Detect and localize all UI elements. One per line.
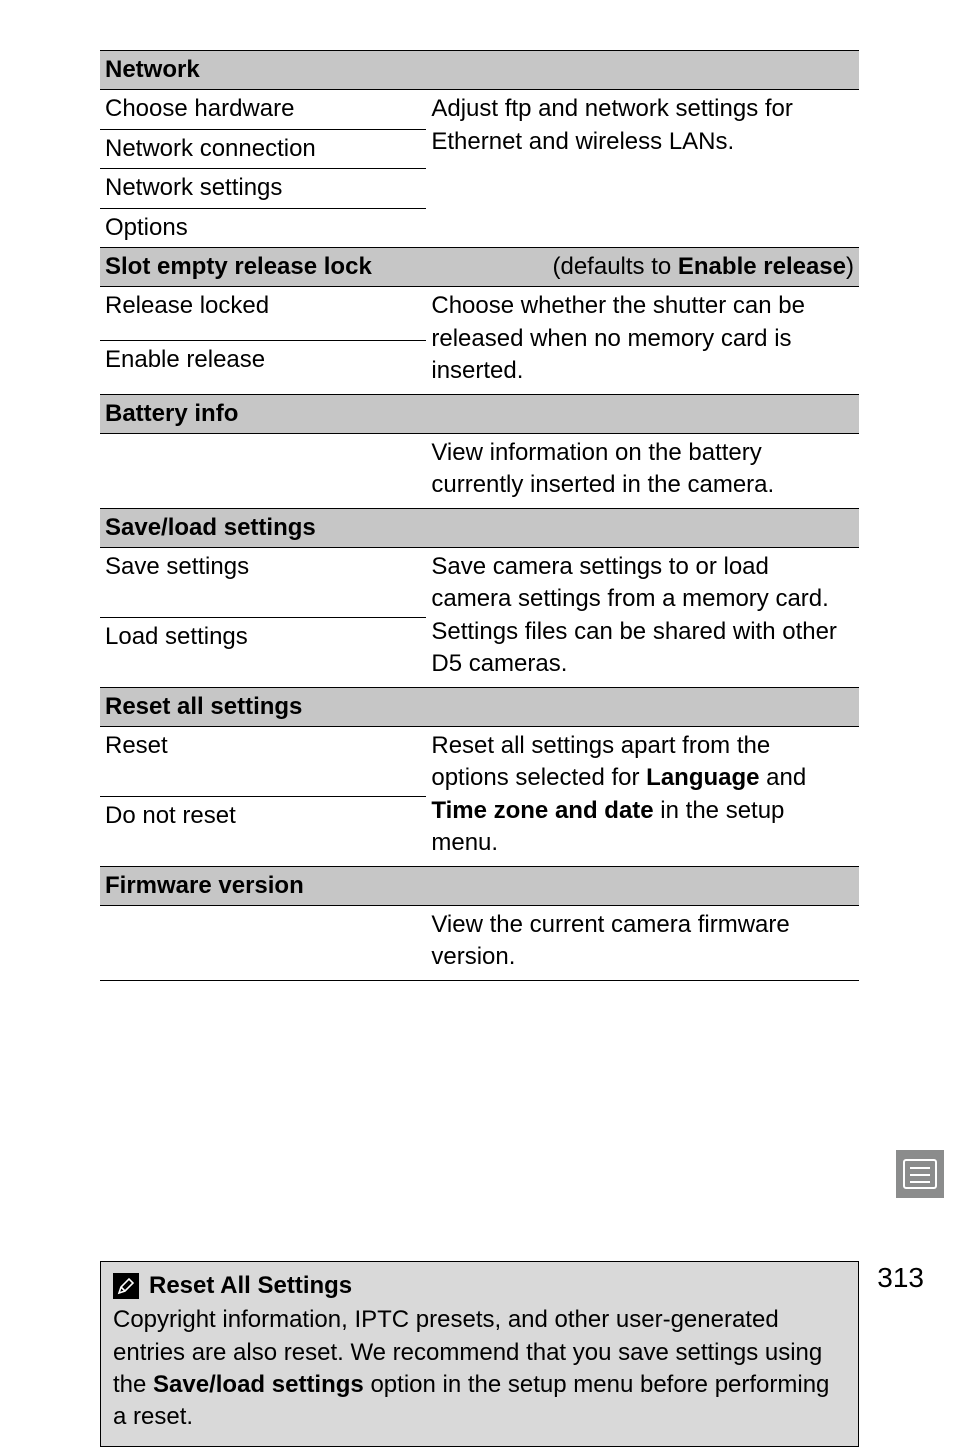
section-description: Reset all settings apart from the option… [426, 727, 859, 867]
section-header-network: Network [100, 51, 859, 90]
section-title: Battery info [100, 394, 859, 433]
section-header-firmware: Firmware version [100, 866, 859, 905]
section-default: (defaults to Enable release) [426, 247, 859, 286]
menu-item [100, 905, 426, 980]
menu-item: Enable release [100, 340, 426, 394]
note-title: Reset All Settings [149, 1270, 352, 1302]
section-header-battery: Battery info [100, 394, 859, 433]
menu-item: Choose hardware [100, 90, 426, 129]
section-title: Slot empty release lock [100, 247, 426, 286]
section-title: Network [100, 51, 859, 90]
section-header-saveload: Save/load settings [100, 508, 859, 547]
menu-item: Network connection [100, 129, 426, 168]
section-description: View information on the battery currentl… [426, 433, 859, 508]
section-header-reset: Reset all settings [100, 687, 859, 726]
note-box-reset-all: Reset All Settings Copyright information… [100, 1261, 859, 1447]
menu-item: Reset [100, 727, 426, 797]
setup-menu-icon [896, 1150, 944, 1198]
table-row: Save settings Save camera settings to or… [100, 548, 859, 618]
menu-item [100, 433, 426, 508]
section-description: View the current camera firmware version… [426, 905, 859, 980]
settings-table: Network Choose hardware Adjust ftp and n… [100, 50, 859, 981]
section-description: Choose whether the shutter can be releas… [426, 287, 859, 394]
note-title-row: Reset All Settings [113, 1270, 846, 1302]
menu-item: Do not reset [100, 796, 426, 866]
table-row: View the current camera firmware version… [100, 905, 859, 980]
menu-item: Network settings [100, 169, 426, 208]
section-description: Save camera settings to or load camera s… [426, 548, 859, 688]
section-title: Firmware version [100, 866, 859, 905]
menu-item: Load settings [100, 617, 426, 687]
table-row: Choose hardware Adjust ftp and network s… [100, 90, 859, 129]
pencil-icon [113, 1273, 139, 1299]
section-header-slot-empty: Slot empty release lock (defaults to Ena… [100, 247, 859, 286]
table-row: View information on the battery currentl… [100, 433, 859, 508]
note-body: Copyright information, IPTC presets, and… [113, 1304, 846, 1434]
section-description: Adjust ftp and network settings for Ethe… [426, 90, 859, 248]
section-title: Reset all settings [100, 687, 859, 726]
table-row: Reset Reset all settings apart from the … [100, 727, 859, 797]
menu-item: Release locked [100, 287, 426, 341]
menu-item: Save settings [100, 548, 426, 618]
table-row: Release locked Choose whether the shutte… [100, 287, 859, 341]
section-title: Save/load settings [100, 508, 859, 547]
page-number: 313 [877, 1262, 924, 1294]
menu-item: Options [100, 208, 426, 247]
